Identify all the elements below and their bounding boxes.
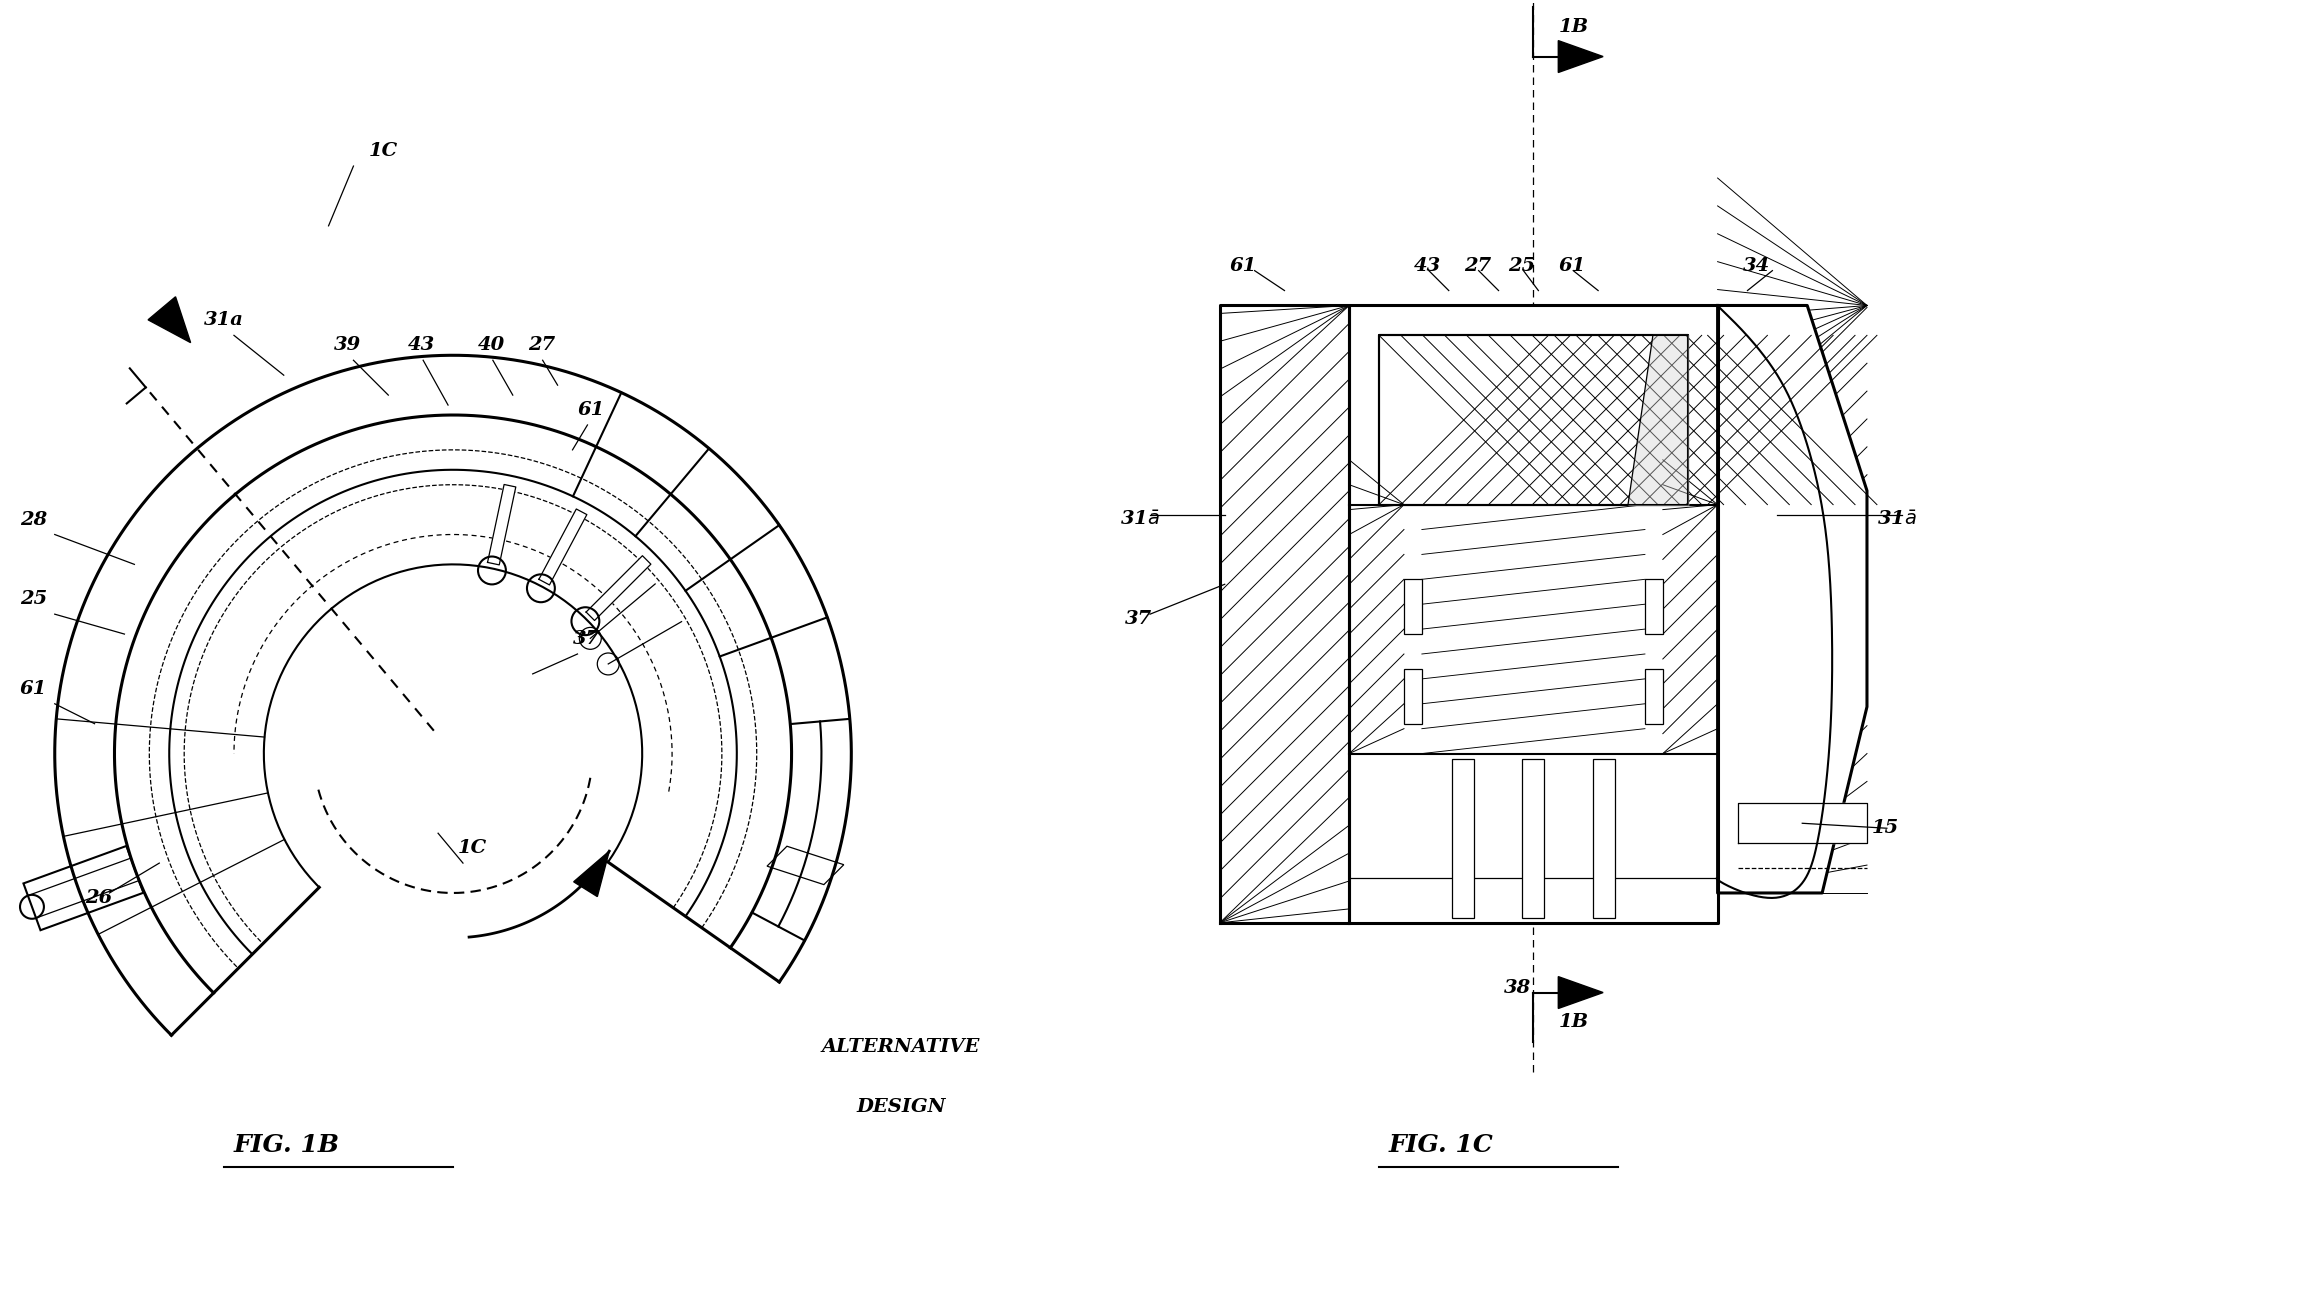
Polygon shape	[1717, 305, 1868, 893]
Bar	[1522, 759, 1545, 918]
Text: 37: 37	[1125, 610, 1153, 629]
Text: 40: 40	[478, 336, 506, 355]
Text: 61: 61	[1559, 257, 1585, 275]
Text: 37: 37	[573, 630, 601, 648]
Polygon shape	[1378, 335, 1687, 505]
Polygon shape	[573, 852, 610, 897]
Text: 31$\bar{a}$: 31$\bar{a}$	[1121, 510, 1160, 528]
Polygon shape	[1350, 305, 1717, 923]
Text: 38: 38	[1503, 978, 1531, 996]
Polygon shape	[1738, 803, 1868, 844]
Text: 1B: 1B	[1559, 1013, 1589, 1031]
Text: 43: 43	[408, 336, 436, 355]
Text: 25: 25	[21, 591, 46, 608]
Polygon shape	[148, 297, 190, 343]
Text: 26: 26	[84, 889, 111, 906]
Text: 15: 15	[1872, 819, 1900, 837]
Bar	[1404, 579, 1422, 634]
Text: FIG. 1C: FIG. 1C	[1390, 1133, 1494, 1157]
Text: 61: 61	[1230, 257, 1257, 275]
Text: 43: 43	[1413, 257, 1441, 275]
Text: 61: 61	[21, 679, 46, 698]
Polygon shape	[1629, 335, 1687, 505]
Text: ALTERNATIVE: ALTERNATIVE	[821, 1038, 981, 1056]
Polygon shape	[1559, 40, 1603, 73]
Text: 31a: 31a	[204, 312, 244, 330]
Polygon shape	[1220, 305, 1350, 923]
Text: 27: 27	[527, 336, 554, 355]
Polygon shape	[538, 509, 587, 585]
Text: 34: 34	[1742, 257, 1770, 275]
Text: 61: 61	[578, 402, 606, 419]
Polygon shape	[56, 355, 851, 1035]
Text: 27: 27	[1464, 257, 1492, 275]
Text: 1C: 1C	[369, 142, 397, 160]
Text: 1B: 1B	[1559, 18, 1589, 35]
Polygon shape	[1559, 977, 1603, 1008]
Bar	[1645, 669, 1663, 724]
Text: 25: 25	[1508, 257, 1536, 275]
Bar	[1645, 579, 1663, 634]
Bar	[1592, 759, 1615, 918]
Polygon shape	[587, 556, 652, 621]
Text: 1C: 1C	[457, 840, 487, 857]
Text: DESIGN: DESIGN	[856, 1098, 947, 1116]
Bar	[1404, 669, 1422, 724]
Text: 39: 39	[334, 336, 362, 355]
Text: 28: 28	[21, 511, 46, 528]
Bar	[1452, 759, 1473, 918]
Polygon shape	[487, 485, 515, 565]
Text: 31$\bar{a}$: 31$\bar{a}$	[1877, 510, 1916, 528]
Text: FIG. 1B: FIG. 1B	[234, 1133, 341, 1157]
